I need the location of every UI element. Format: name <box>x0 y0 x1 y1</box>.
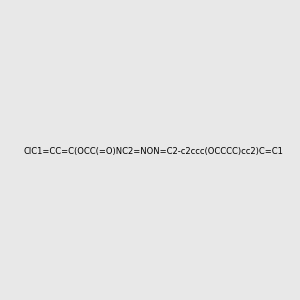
Text: ClC1=CC=C(OCC(=O)NC2=NON=C2-c2ccc(OCCCC)cc2)C=C1: ClC1=CC=C(OCC(=O)NC2=NON=C2-c2ccc(OCCCC)… <box>24 147 284 156</box>
